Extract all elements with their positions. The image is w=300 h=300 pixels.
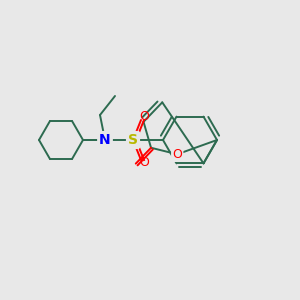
- Text: S: S: [128, 133, 138, 147]
- Text: O: O: [139, 110, 149, 124]
- Text: O: O: [139, 157, 149, 169]
- Text: O: O: [172, 148, 182, 161]
- Text: N: N: [99, 133, 111, 147]
